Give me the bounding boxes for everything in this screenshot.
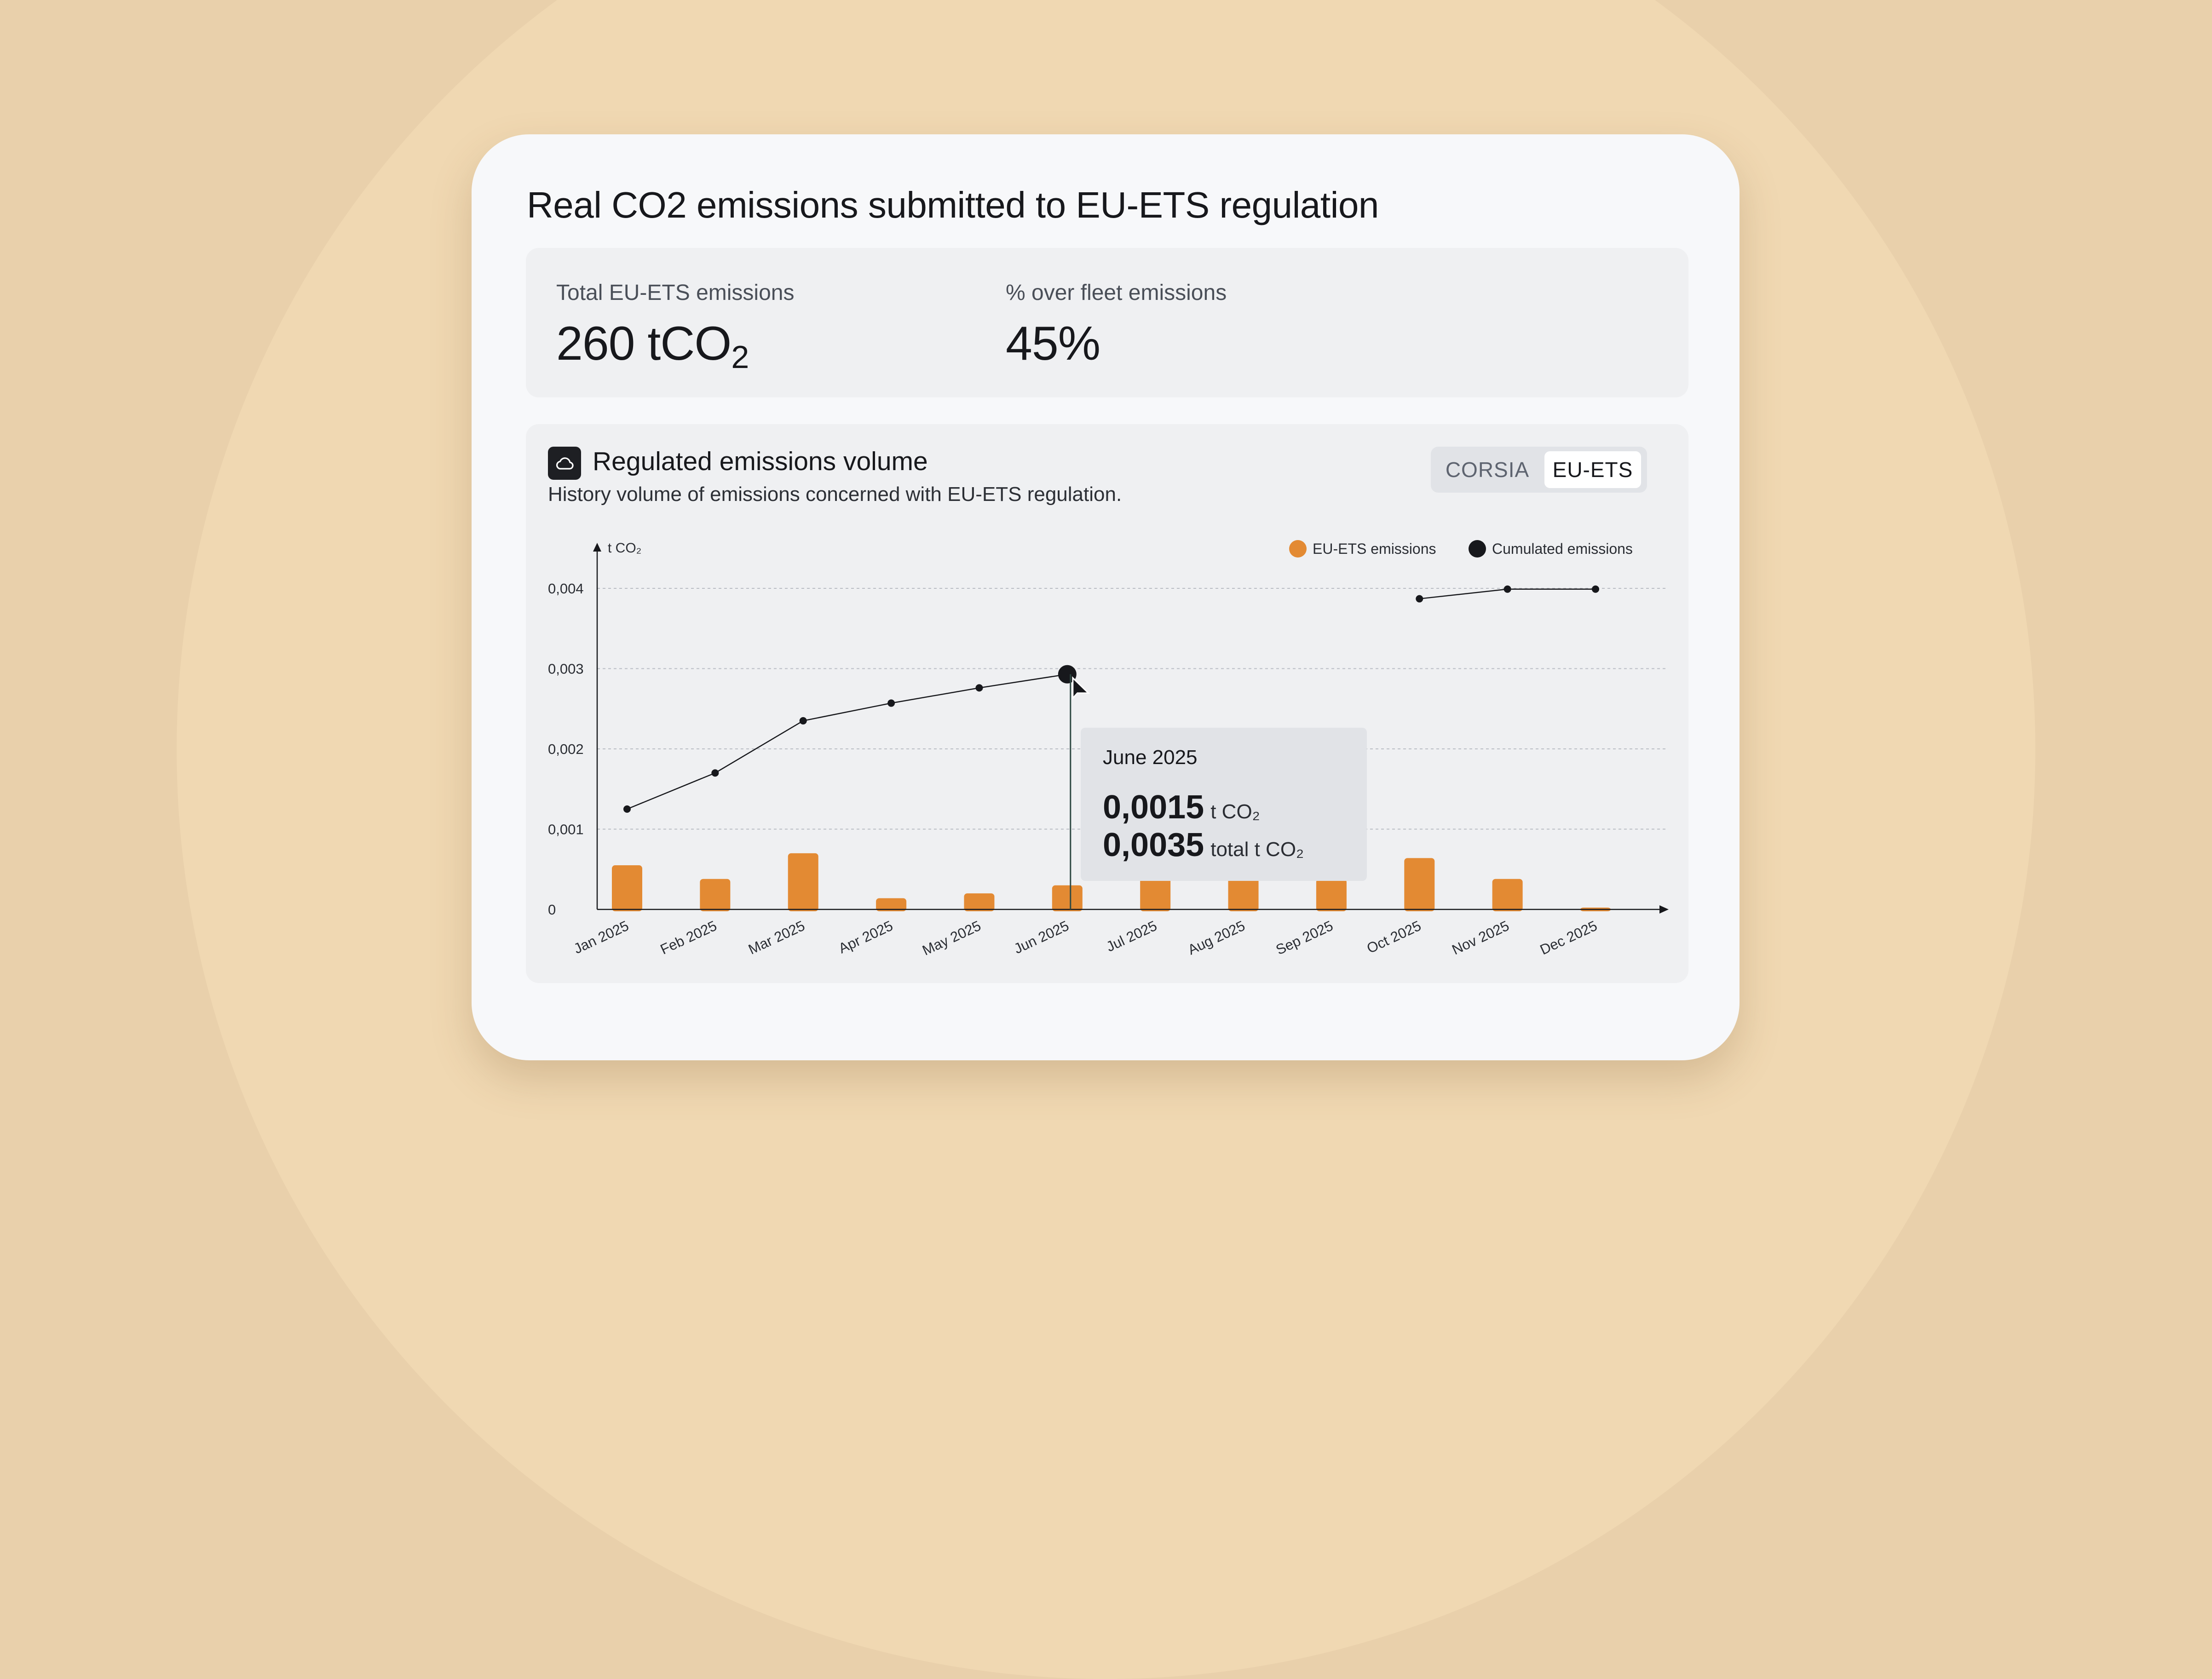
bar (876, 898, 907, 911)
bar (964, 893, 995, 911)
x-tick-label: Dec 2025 (1538, 918, 1600, 958)
legend: EU-ETS emissions Cumulated emissions (1289, 540, 1633, 558)
legend-swatch (1469, 540, 1486, 558)
kpi-value: 260 tCO2 (556, 316, 794, 375)
x-tick-label: Jan 2025 (571, 918, 631, 957)
emissions-card: Real CO2 emissions submitted to EU-ETS r… (472, 134, 1740, 1060)
x-tick-label: Aug 2025 (1185, 918, 1247, 958)
y-tick-label: 0,002 (548, 741, 584, 757)
panel-subtitle: History volume of emissions concerned wi… (548, 483, 1122, 506)
line-point (1503, 585, 1511, 593)
hovered-point (1058, 665, 1077, 684)
tooltip-unit-monthly: t CO₂ (1210, 800, 1260, 823)
kpi-label: Total EU-ETS emissions (556, 281, 795, 305)
kpi-value: 45% (1006, 317, 1100, 370)
tooltip-value-total: 0,0035 (1103, 827, 1204, 863)
tooltip-row-monthly: 0,0015 t CO₂ (1103, 788, 1260, 826)
toggle-corsia[interactable]: CORSIA (1445, 458, 1530, 482)
line-point (975, 684, 983, 692)
cumulated-line (623, 585, 1599, 909)
x-tick-label: Oct 2025 (1364, 918, 1423, 957)
x-tick-label: May 2025 (920, 918, 983, 959)
x-tick-label: Jun 2025 (1011, 918, 1071, 957)
y-tick-label: 0,003 (548, 661, 584, 677)
line-point (1592, 585, 1599, 593)
y-tick-label: 0,001 (548, 822, 584, 838)
line-point (799, 717, 807, 724)
y-axis-arrow (593, 543, 601, 552)
x-axis-arrow (1659, 905, 1669, 914)
x-tick-label: Nov 2025 (1450, 918, 1512, 958)
regulation-toggle: CORSIA EU-ETS (1431, 447, 1647, 493)
y-tick-label: 0 (548, 902, 556, 918)
toggle-eu-ets[interactable]: EU-ETS (1544, 451, 1641, 488)
y-axis-unit: t CO₂ (608, 540, 641, 556)
panel-title: Regulated emissions volume (593, 447, 928, 476)
x-tick-label: Feb 2025 (658, 918, 720, 958)
legend-swatch (1289, 540, 1307, 558)
page-title: Real CO2 emissions submitted to EU-ETS r… (527, 184, 1379, 225)
chart-panel: Regulated emissions volume History volum… (526, 424, 1688, 983)
kpi-label: % over fleet emissions (1006, 281, 1227, 305)
kpi-fleet-share: % over fleet emissions 45% (1006, 280, 1227, 371)
cumulated-line-segment (627, 673, 1068, 810)
tooltip-row-total: 0,0035 total t CO₂ (1103, 826, 1304, 864)
x-tick-label: Apr 2025 (836, 918, 895, 957)
kpi-total-emissions: Total EU-ETS emissions 260 tCO2 (556, 280, 794, 375)
bar (1052, 885, 1083, 911)
chart-tooltip: June 2025 0,0015 t CO₂ 0,0035 total t CO₂ (1081, 728, 1367, 881)
tooltip-title: June 2025 (1103, 746, 1198, 769)
x-tick-label: Sep 2025 (1273, 918, 1336, 958)
kpi-value-subscript: 2 (731, 339, 749, 375)
cursor-icon (1072, 676, 1090, 700)
cloud-icon (548, 447, 581, 480)
line-point (887, 699, 895, 707)
bar (1492, 879, 1523, 911)
bars (612, 853, 1611, 911)
tooltip-value-monthly: 0,0015 (1103, 789, 1204, 826)
legend-label: Cumulated emissions (1492, 540, 1633, 557)
line-point (711, 769, 719, 777)
bar (700, 879, 731, 911)
x-tick-label: Mar 2025 (746, 918, 807, 958)
kpi-value-text: 260 tCO (556, 317, 732, 370)
tooltip-unit-total: total t CO₂ (1210, 838, 1304, 861)
x-tick-label: Jul 2025 (1104, 918, 1159, 955)
legend-label: EU-ETS emissions (1313, 540, 1436, 557)
bar (788, 853, 818, 911)
y-tick-label: 0,004 (548, 581, 584, 597)
bar (1404, 858, 1435, 911)
axes (593, 543, 1669, 914)
bar (612, 865, 642, 911)
emissions-chart: 0 0,001 0,002 0,003 0,004 t CO₂ Jan 2025 Feb 20… (548, 540, 1669, 959)
line-point (623, 805, 631, 813)
bar (1316, 879, 1347, 911)
grid-lines (597, 588, 1667, 830)
kpi-panel: Total EU-ETS emissions 260 tCO2 % over f… (526, 248, 1688, 397)
line-point (1416, 595, 1423, 603)
